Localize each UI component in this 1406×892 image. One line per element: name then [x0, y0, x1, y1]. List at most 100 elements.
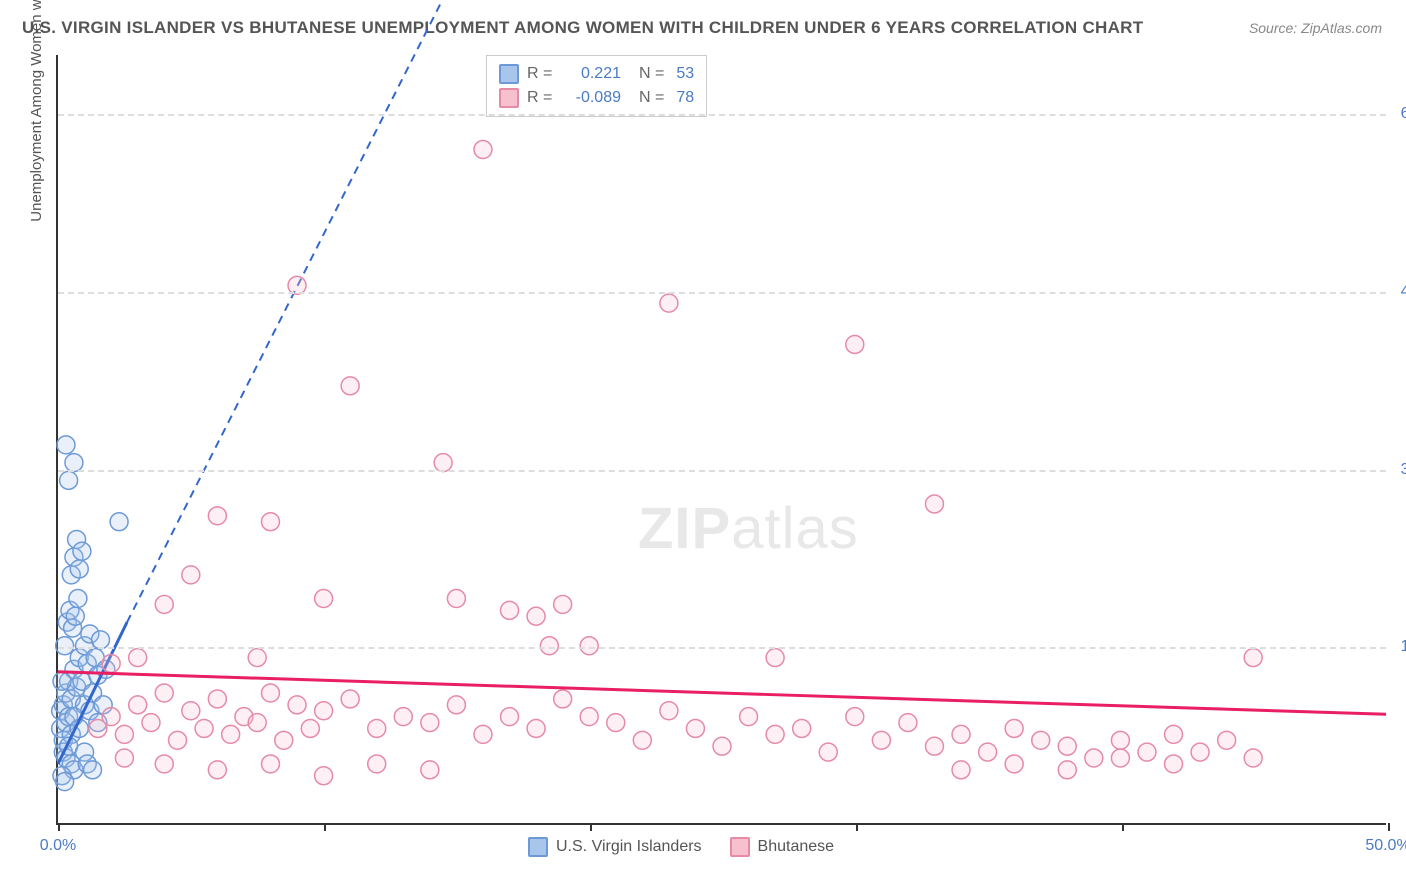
scatter-point [1032, 731, 1050, 749]
x-tick [856, 823, 858, 831]
scatter-point [394, 708, 412, 726]
scatter-point [554, 690, 572, 708]
scatter-point [766, 725, 784, 743]
scatter-point [1165, 755, 1183, 773]
scatter-point [846, 336, 864, 354]
scatter-point [315, 702, 333, 720]
scatter-point [102, 655, 120, 673]
scatter-point [660, 702, 678, 720]
n-value: 53 [676, 65, 694, 83]
scatter-point [182, 566, 200, 584]
scatter-point [527, 607, 545, 625]
scatter-point [1111, 749, 1129, 767]
scatter-point [1244, 749, 1262, 767]
scatter-point [248, 649, 266, 667]
scatter-point [261, 755, 279, 773]
scatter-point [315, 590, 333, 608]
y-tick-label: 15.0% [1391, 638, 1406, 656]
scatter-point [248, 714, 266, 732]
n-label: N = [639, 89, 664, 107]
scatter-point [474, 725, 492, 743]
scatter-point [115, 725, 133, 743]
scatter-point [73, 542, 91, 560]
scatter-point [222, 725, 240, 743]
legend-series-item: Bhutanese [730, 837, 835, 857]
scatter-point [1085, 749, 1103, 767]
scatter-point [115, 749, 133, 767]
legend-swatch [528, 837, 548, 857]
scatter-point [155, 755, 173, 773]
scatter-point [261, 513, 279, 531]
r-label: R = [527, 89, 555, 107]
scatter-point [53, 672, 71, 690]
scatter-point [952, 725, 970, 743]
scatter-point [633, 731, 651, 749]
scatter-point [169, 731, 187, 749]
scatter-point [1244, 649, 1262, 667]
scatter-point [288, 696, 306, 714]
trend-line-extension [127, 0, 456, 622]
legend-swatch [499, 88, 519, 108]
scatter-point [766, 649, 784, 667]
scatter-point [84, 761, 102, 779]
scatter-point [686, 720, 704, 738]
y-tick-label: 60.0% [1391, 105, 1406, 123]
plot-svg [58, 55, 1386, 823]
scatter-point [56, 773, 74, 791]
scatter-point [979, 743, 997, 761]
plot-area: ZIPatlas R =0.221N =53R =-0.089N =78 U.S… [56, 55, 1386, 825]
scatter-point [1165, 725, 1183, 743]
scatter-point [66, 607, 84, 625]
scatter-point [155, 595, 173, 613]
scatter-point [1058, 761, 1076, 779]
scatter-point [580, 637, 598, 655]
scatter-point [1005, 720, 1023, 738]
scatter-point [1058, 737, 1076, 755]
scatter-point [1218, 731, 1236, 749]
scatter-point [129, 696, 147, 714]
scatter-point [793, 720, 811, 738]
scatter-point [70, 560, 88, 578]
scatter-point [846, 708, 864, 726]
x-tick [324, 823, 326, 831]
scatter-point [1005, 755, 1023, 773]
legend-swatch [499, 64, 519, 84]
scatter-point [713, 737, 731, 755]
scatter-point [447, 590, 465, 608]
legend-series-label: Bhutanese [758, 838, 835, 856]
scatter-point [1111, 731, 1129, 749]
scatter-point [421, 761, 439, 779]
scatter-point [952, 761, 970, 779]
y-tick-label: 45.0% [1391, 283, 1406, 301]
n-label: N = [639, 65, 664, 83]
chart-title: U.S. VIRGIN ISLANDER VS BHUTANESE UNEMPL… [22, 18, 1143, 38]
y-tick-label: 30.0% [1391, 461, 1406, 479]
scatter-point [474, 141, 492, 159]
trend-line [58, 672, 1386, 715]
scatter-point [56, 637, 74, 655]
scatter-point [315, 767, 333, 785]
scatter-point [447, 696, 465, 714]
x-tick [58, 823, 60, 831]
scatter-point [607, 714, 625, 732]
x-tick [590, 823, 592, 831]
scatter-point [580, 708, 598, 726]
scatter-point [819, 743, 837, 761]
scatter-point [527, 720, 545, 738]
scatter-point [554, 595, 572, 613]
x-tick-label: 0.0% [40, 837, 76, 855]
scatter-point [368, 720, 386, 738]
scatter-point [899, 714, 917, 732]
source-attribution: Source: ZipAtlas.com [1249, 20, 1382, 36]
y-axis-label: Unemployment Among Women with Children U… [28, 0, 45, 222]
scatter-point [261, 684, 279, 702]
scatter-point [142, 714, 160, 732]
legend-correlation: R =0.221N =53R =-0.089N =78 [486, 55, 707, 117]
scatter-point [1138, 743, 1156, 761]
legend-series-label: U.S. Virgin Islanders [556, 838, 702, 856]
scatter-point [57, 436, 75, 454]
legend-swatch [730, 837, 750, 857]
scatter-point [301, 720, 319, 738]
chart-container: U.S. VIRGIN ISLANDER VS BHUTANESE UNEMPL… [0, 0, 1406, 892]
grid-line [58, 292, 1386, 294]
